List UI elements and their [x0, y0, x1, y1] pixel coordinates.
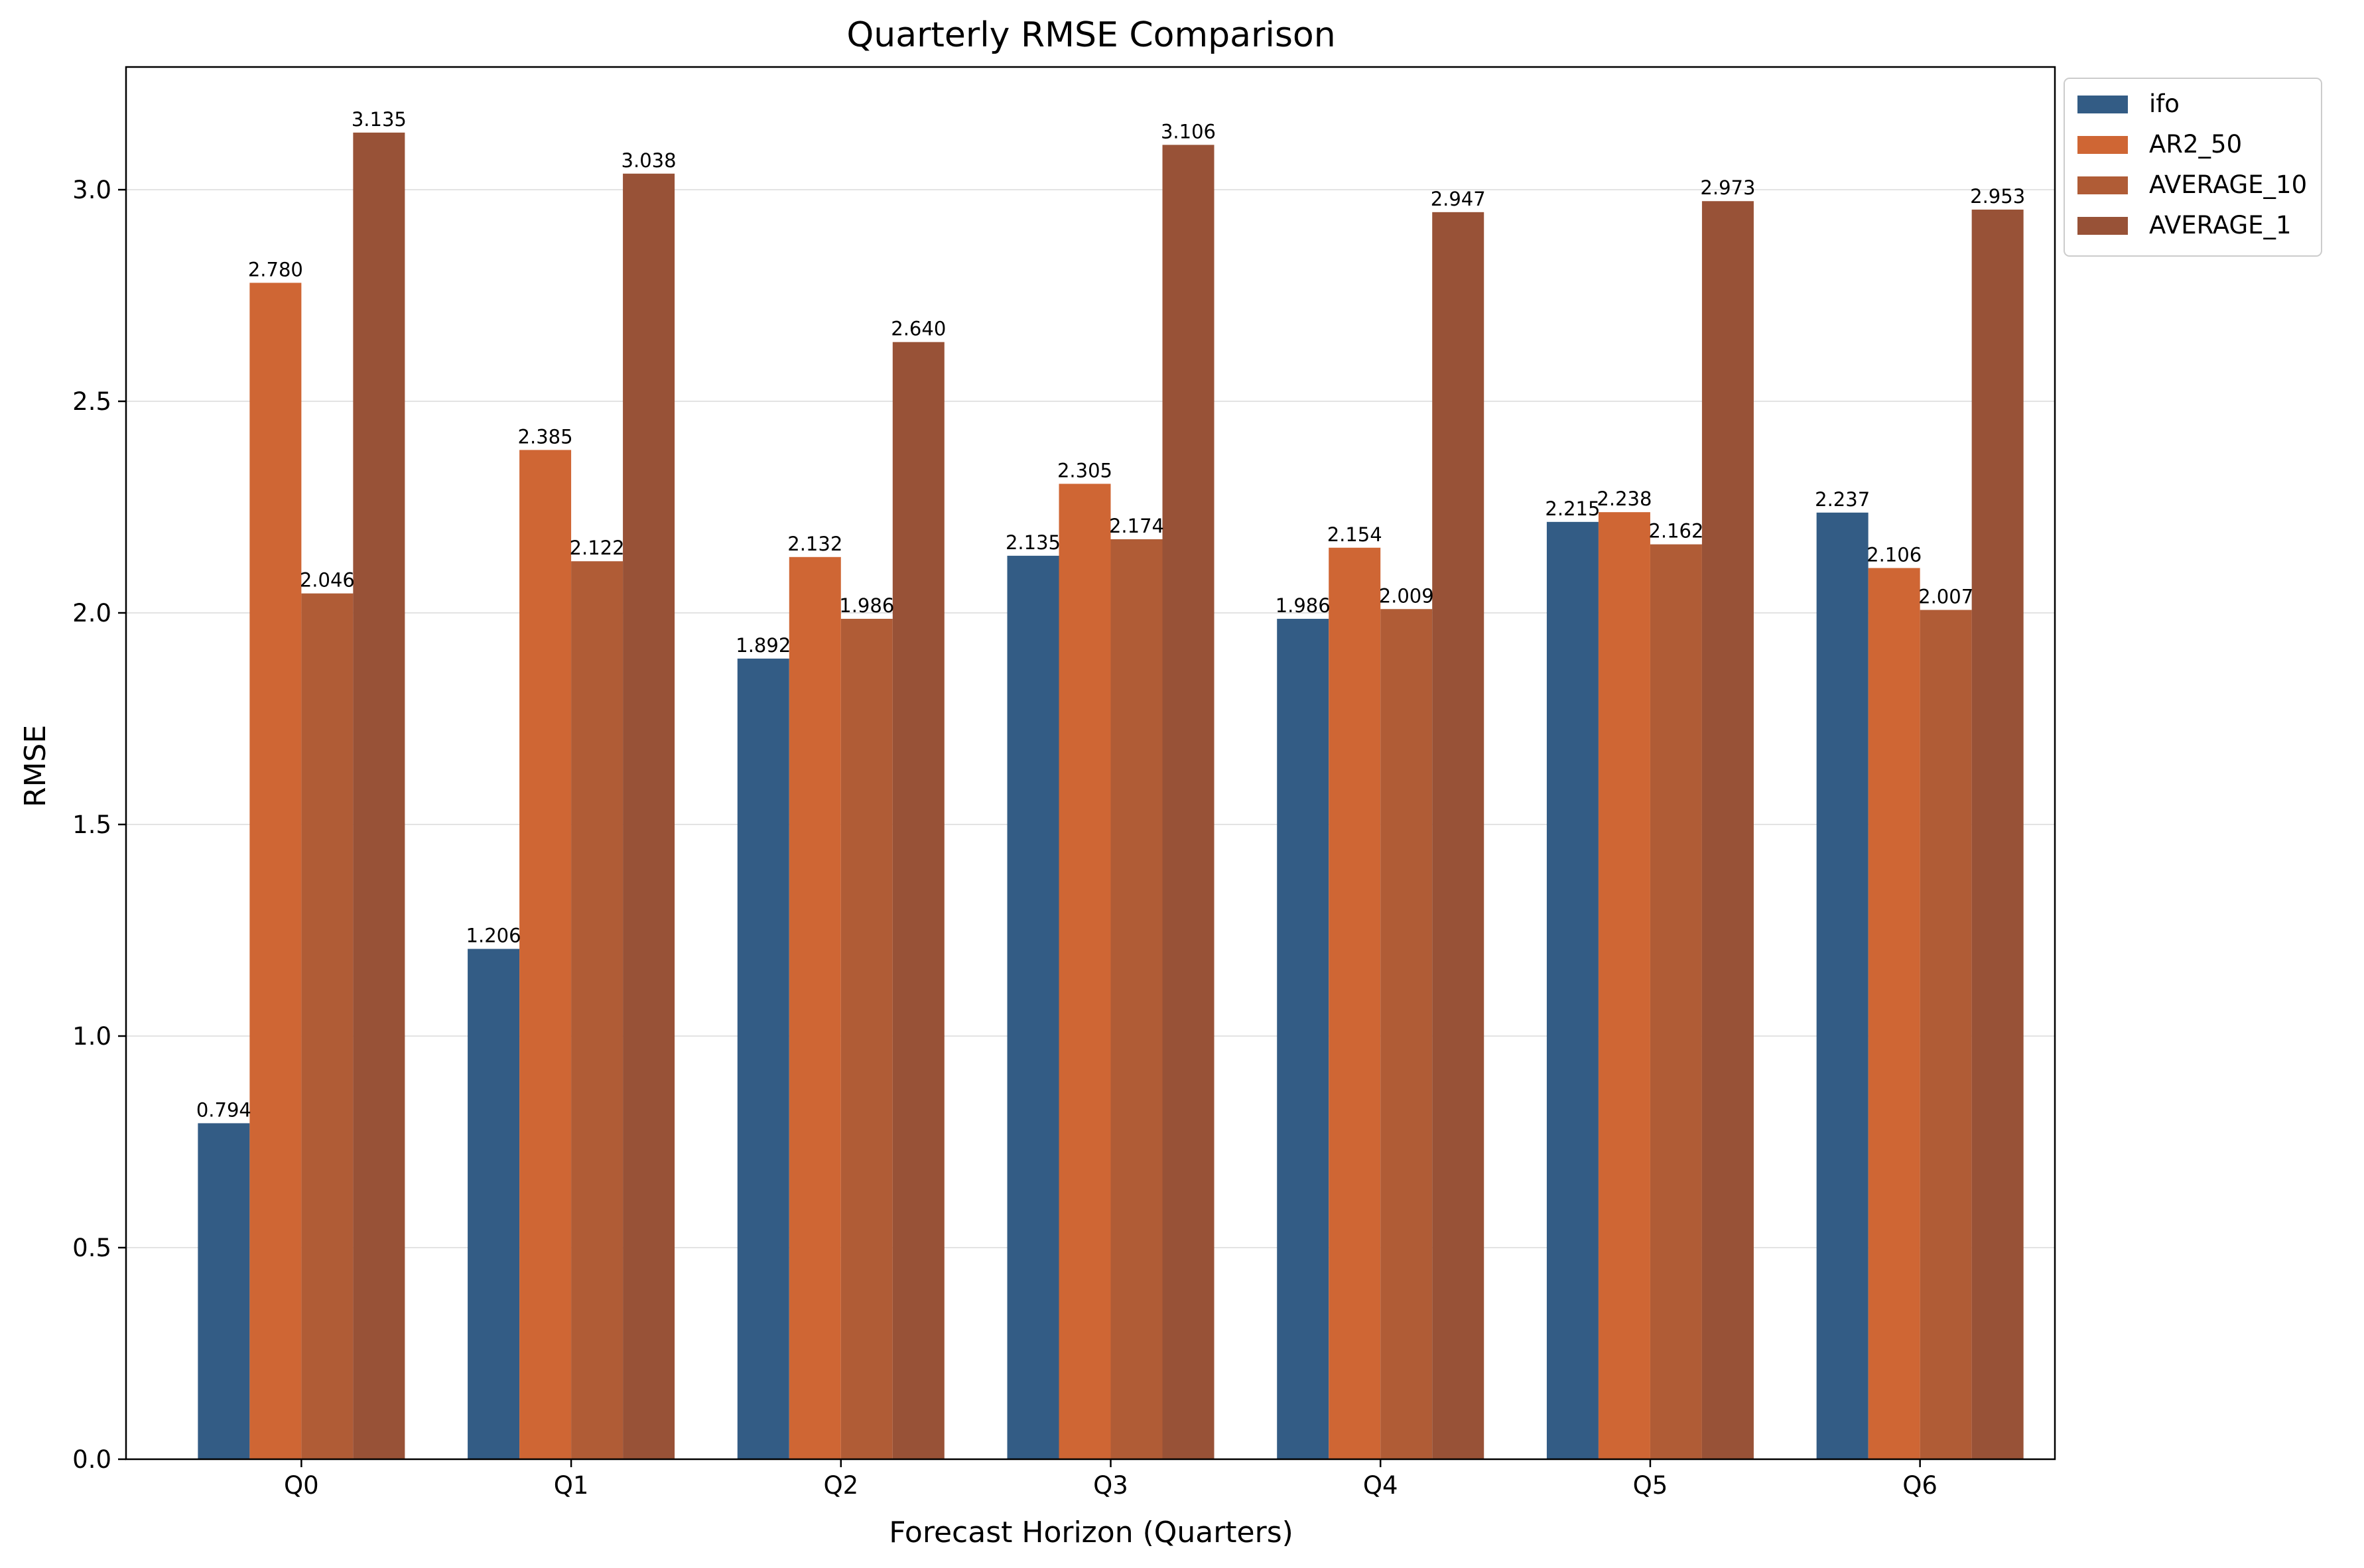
legend-box [2064, 78, 2322, 257]
bar-average_1-q4 [1432, 212, 1484, 1459]
data-label: 2.007 [1918, 586, 1973, 608]
x-tick-label-q0: Q0 [284, 1471, 319, 1500]
data-label: 3.038 [622, 149, 677, 172]
y-tick-label: 2.0 [72, 599, 111, 627]
data-label: 1.986 [1276, 594, 1331, 617]
data-label: 3.135 [352, 108, 407, 131]
x-tick-label-q4: Q4 [1363, 1471, 1398, 1500]
bar-ifo-q1 [468, 948, 520, 1459]
bar-average_10-q4 [1380, 609, 1433, 1459]
bar-average_1-q6 [1971, 210, 2024, 1460]
bar-average_10-q5 [1650, 544, 1702, 1459]
legend-label: AVERAGE_1 [2149, 211, 2292, 239]
y-axis-label: RMSE [19, 725, 52, 807]
legend-swatch [2077, 136, 2128, 154]
data-label: 1.986 [839, 594, 894, 617]
bar-ifo-q3 [1007, 555, 1059, 1459]
chart-title: Quarterly RMSE Comparison [846, 15, 1335, 55]
data-label: 0.794 [196, 1098, 251, 1121]
data-label: 2.135 [1006, 531, 1061, 554]
legend-label: AVERAGE_10 [2149, 170, 2307, 199]
data-label: 2.162 [1648, 520, 1703, 543]
x-tick-label-q2: Q2 [823, 1471, 858, 1500]
x-tick-label-q3: Q3 [1093, 1471, 1128, 1500]
plot-frame [125, 66, 2056, 1461]
legend-swatch [2077, 217, 2128, 235]
data-label: 1.892 [736, 634, 791, 657]
y-tick-label: 2.5 [72, 387, 111, 416]
legend-label: AR2_50 [2149, 130, 2242, 159]
bar-average_10-q6 [1920, 610, 1972, 1460]
bar-average_10-q1 [571, 561, 624, 1459]
y-tick-label: 1.5 [72, 811, 111, 839]
bar-average_10-q2 [840, 618, 893, 1459]
bar-ifo-q5 [1546, 521, 1599, 1459]
x-tick-label-q5: Q5 [1633, 1471, 1668, 1500]
bar-ifo-q4 [1277, 618, 1329, 1459]
data-label: 2.046 [300, 569, 355, 592]
bar-ar2_50-q1 [519, 450, 572, 1459]
bar-ar2_50-q2 [789, 556, 841, 1460]
bar-average_10-q3 [1110, 539, 1163, 1459]
y-tick-label: 3.0 [72, 176, 111, 204]
bar-ar2_50-q0 [249, 283, 302, 1459]
data-label: 2.154 [1327, 523, 1382, 546]
x-axis: Q0 Q1 Q2 Q3 Q4 Q5 Q6 [284, 1459, 1937, 1500]
data-label: 3.106 [1161, 120, 1216, 143]
bar-average_1-q0 [353, 132, 405, 1460]
data-label: 2.953 [1970, 185, 2025, 208]
bar-ifo-q0 [198, 1123, 250, 1459]
y-tick-label: 0.0 [72, 1445, 111, 1474]
data-label: 2.238 [1597, 488, 1652, 510]
bar-ar2_50-q6 [1868, 568, 1920, 1460]
bar-ar2_50-q3 [1059, 484, 1111, 1459]
bar-average_1-q1 [623, 173, 675, 1460]
data-label: 2.305 [1057, 459, 1112, 482]
bar-average_1-q5 [1701, 201, 1754, 1459]
y-axis: 0.0 0.5 1.0 1.5 2.0 2.5 3.0 [72, 176, 126, 1474]
data-label: 2.215 [1545, 497, 1600, 520]
data-label: 2.973 [1700, 176, 1755, 199]
legend-swatch [2077, 96, 2128, 113]
legend: ifo AR2_50 AVERAGE_10 AVERAGE_1 [2064, 78, 2322, 257]
bar-ifo-q6 [1816, 512, 1869, 1459]
data-label: 2.640 [891, 318, 946, 340]
data-label: 1.206 [466, 925, 521, 947]
legend-label: ifo [2149, 90, 2180, 118]
bar-ifo-q2 [737, 658, 789, 1459]
bar-average_1-q3 [1162, 145, 1215, 1460]
legend-swatch [2077, 176, 2128, 194]
data-labels: 0.794 2.780 2.046 3.135 1.206 2.385 2.122 3.038… [196, 108, 2025, 1122]
bar-average_10-q0 [301, 593, 354, 1459]
y-tick-label: 0.5 [72, 1234, 111, 1262]
data-label: 2.237 [1815, 488, 1870, 511]
bar-ar2_50-q5 [1598, 512, 1650, 1459]
bar-average_1-q2 [892, 342, 945, 1459]
x-axis-label: Forecast Horizon (Quarters) [889, 1516, 1293, 1549]
x-tick-label-q1: Q1 [554, 1471, 589, 1500]
x-tick-label-q6: Q6 [1902, 1471, 1937, 1500]
y-tick-label: 1.0 [72, 1022, 111, 1051]
data-label: 2.132 [787, 533, 842, 555]
data-label: 2.174 [1109, 515, 1164, 537]
data-label: 2.780 [248, 258, 303, 281]
data-label: 2.122 [570, 537, 625, 559]
data-label: 2.947 [1431, 188, 1486, 210]
bar-ar2_50-q4 [1329, 547, 1381, 1459]
data-label: 2.106 [1867, 543, 1922, 566]
data-label: 2.009 [1379, 584, 1434, 607]
bars [198, 132, 2024, 1460]
data-label: 2.385 [518, 425, 573, 448]
